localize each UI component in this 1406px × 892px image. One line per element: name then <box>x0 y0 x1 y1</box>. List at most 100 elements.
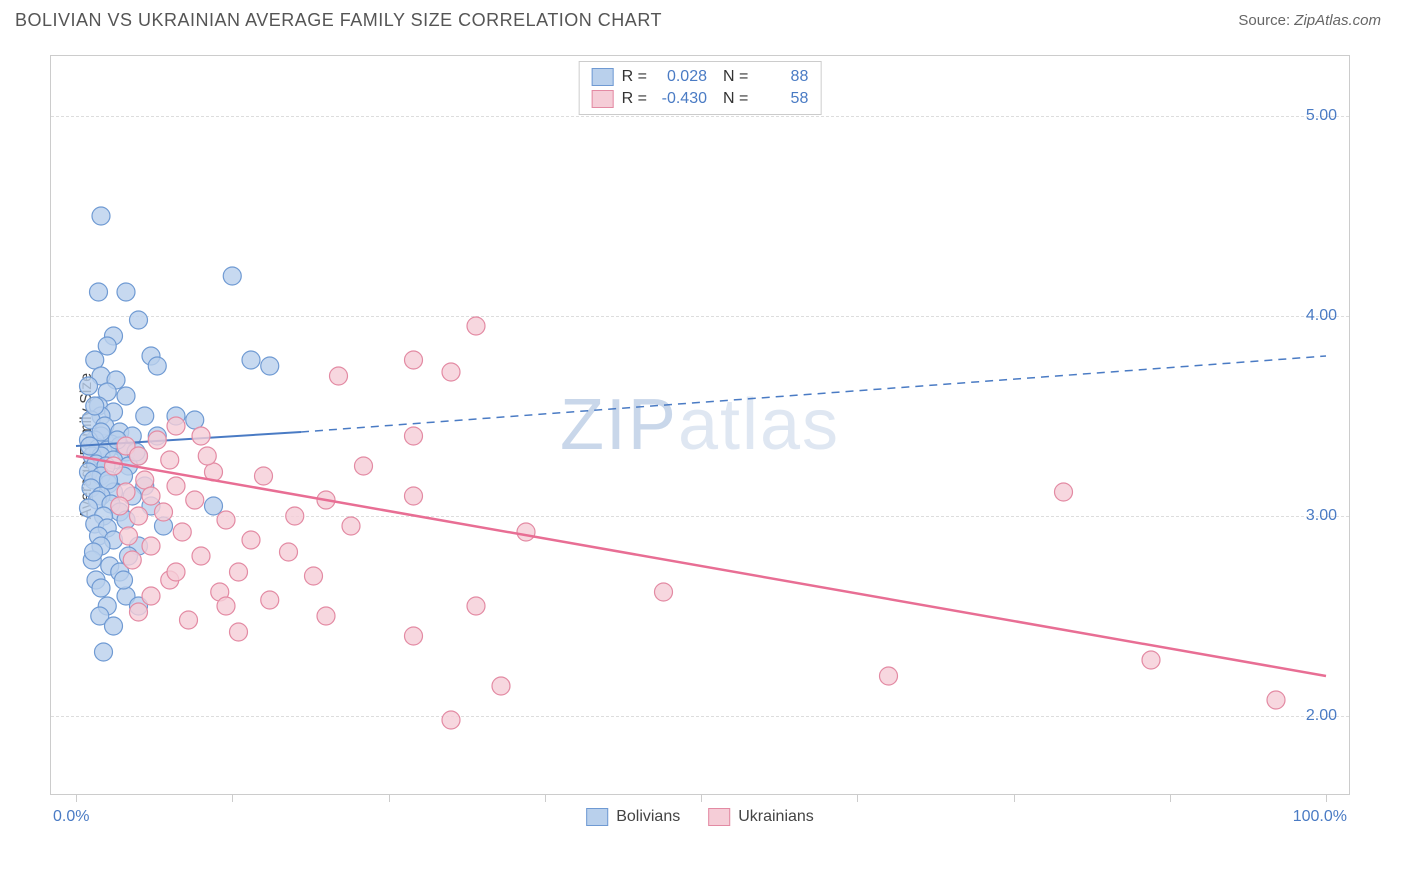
legend-item-bolivians: Bolivians <box>586 808 680 826</box>
scatter-point <box>242 351 260 369</box>
scatter-point <box>105 457 123 475</box>
r-label: R = <box>622 90 647 108</box>
scatter-point <box>442 711 460 729</box>
scatter-point <box>90 283 108 301</box>
scatter-point <box>95 643 113 661</box>
swatch-bolivians <box>592 68 614 86</box>
scatter-point <box>142 587 160 605</box>
scatter-point <box>242 531 260 549</box>
source-value: ZipAtlas.com <box>1294 12 1381 29</box>
scatter-point <box>92 579 110 597</box>
scatter-point <box>405 427 423 445</box>
scatter-point <box>280 543 298 561</box>
scatter-point <box>98 337 116 355</box>
n-value-bolivians: 88 <box>756 68 808 86</box>
scatter-point <box>230 623 248 641</box>
scatter-point <box>115 571 133 589</box>
scatter-point <box>223 267 241 285</box>
scatter-point <box>92 207 110 225</box>
source-attribution: Source: ZipAtlas.com <box>1238 12 1381 29</box>
scatter-point <box>330 367 348 385</box>
scatter-point <box>130 603 148 621</box>
legend-row-ukrainians: R = -0.430 N = 58 <box>592 88 809 110</box>
scatter-point <box>1055 483 1073 501</box>
scatter-point <box>86 351 104 369</box>
r-label: R = <box>622 68 647 86</box>
scatter-point <box>217 597 235 615</box>
scatter-point <box>155 503 173 521</box>
scatter-point <box>130 447 148 465</box>
swatch-ukrainians <box>708 808 730 826</box>
swatch-bolivians <box>586 808 608 826</box>
legend-series: Bolivians Ukrainians <box>586 808 814 826</box>
scatter-point <box>442 363 460 381</box>
scatter-point <box>161 451 179 469</box>
scatter-point <box>130 507 148 525</box>
x-axis-min-label: 0.0% <box>53 808 89 826</box>
header: BOLIVIAN VS UKRAINIAN AVERAGE FAMILY SIZ… <box>0 0 1406 39</box>
scatter-point <box>117 283 135 301</box>
scatter-point <box>142 487 160 505</box>
trend-line-solid <box>76 456 1326 676</box>
scatter-point <box>186 411 204 429</box>
n-label: N = <box>723 68 748 86</box>
scatter-point <box>1267 691 1285 709</box>
scatter-point <box>517 523 535 541</box>
scatter-point <box>123 551 141 569</box>
scatter-point <box>142 537 160 555</box>
scatter-point <box>130 311 148 329</box>
scatter-point <box>492 677 510 695</box>
scatter-point <box>86 397 104 415</box>
scatter-point <box>198 447 216 465</box>
scatter-point <box>136 407 154 425</box>
scatter-point <box>1142 651 1160 669</box>
scatter-point <box>217 511 235 529</box>
scatter-point <box>111 497 129 515</box>
scatter-point <box>192 547 210 565</box>
series-name-ukrainians: Ukrainians <box>738 808 814 826</box>
scatter-point <box>80 377 98 395</box>
scatter-point <box>317 607 335 625</box>
scatter-point <box>405 351 423 369</box>
scatter-point <box>167 477 185 495</box>
scatter-point <box>186 491 204 509</box>
r-value-ukrainians: -0.430 <box>655 90 707 108</box>
legend-item-ukrainians: Ukrainians <box>708 808 814 826</box>
legend-row-bolivians: R = 0.028 N = 88 <box>592 66 809 88</box>
chart-container: ZIPatlas R = 0.028 N = 88 R = -0.430 N =… <box>50 55 1350 795</box>
scatter-point <box>148 357 166 375</box>
series-name-bolivians: Bolivians <box>616 808 680 826</box>
scatter-point <box>173 523 191 541</box>
scatter-point <box>120 527 138 545</box>
scatter-point <box>342 517 360 535</box>
scatter-plot-svg <box>51 56 1351 796</box>
scatter-point <box>261 357 279 375</box>
scatter-point <box>180 611 198 629</box>
r-value-bolivians: 0.028 <box>655 68 707 86</box>
scatter-point <box>148 431 166 449</box>
scatter-point <box>286 507 304 525</box>
scatter-point <box>305 567 323 585</box>
scatter-point <box>85 543 103 561</box>
scatter-point <box>167 563 185 581</box>
n-value-ukrainians: 58 <box>756 90 808 108</box>
legend-correlation: R = 0.028 N = 88 R = -0.430 N = 58 <box>579 61 822 115</box>
scatter-point <box>230 563 248 581</box>
page-title: BOLIVIAN VS UKRAINIAN AVERAGE FAMILY SIZ… <box>15 10 662 31</box>
source-label: Source: <box>1238 12 1290 29</box>
scatter-point <box>355 457 373 475</box>
scatter-point <box>167 417 185 435</box>
scatter-point <box>880 667 898 685</box>
scatter-point <box>261 591 279 609</box>
scatter-point <box>205 497 223 515</box>
swatch-ukrainians <box>592 90 614 108</box>
scatter-point <box>105 617 123 635</box>
scatter-point <box>467 597 485 615</box>
x-axis-max-label: 100.0% <box>1293 808 1347 826</box>
scatter-point <box>467 317 485 335</box>
scatter-point <box>136 471 154 489</box>
scatter-point <box>655 583 673 601</box>
scatter-point <box>405 487 423 505</box>
scatter-point <box>255 467 273 485</box>
scatter-point <box>405 627 423 645</box>
